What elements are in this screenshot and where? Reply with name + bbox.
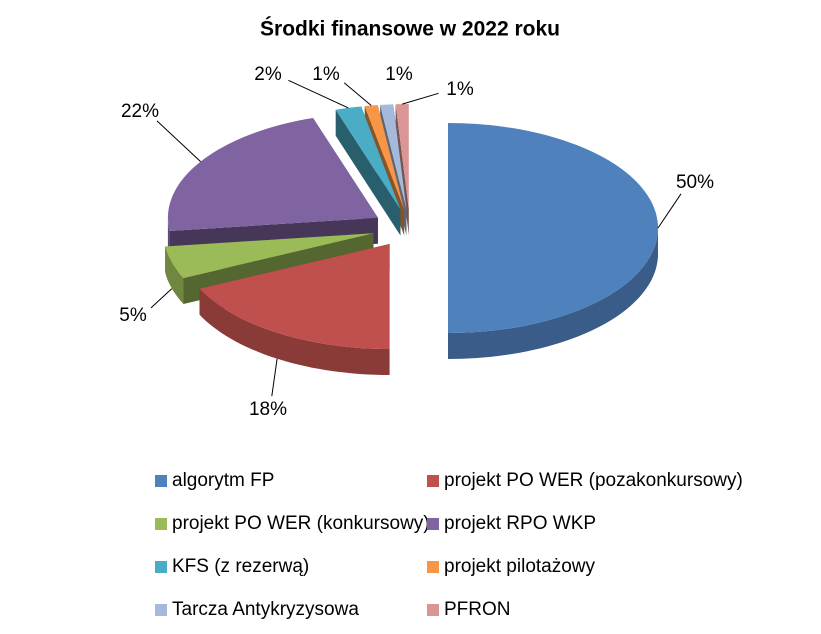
slice-side [199,288,390,375]
leader-line [343,82,372,106]
pie-slice [199,244,390,375]
legend-label: Tarcza Antykryzysowa [172,599,359,620]
leader-line [657,193,682,229]
slice-top [335,106,401,210]
data-label: 1% [312,64,340,85]
slice-top [395,104,409,209]
leader-line [150,288,173,309]
data-label: 18% [249,399,287,420]
data-label: 1% [446,79,474,100]
legend-swatch [155,518,167,530]
chart-title: Środki finansowe w 2022 roku [260,17,560,41]
legend-swatch [427,475,439,487]
slice-top [165,233,374,278]
data-label: 50% [676,172,714,193]
data-label: 2% [254,64,282,85]
pie-slice [448,123,658,359]
data-label: 1% [385,64,413,85]
data-label: 5% [119,305,147,326]
legend-label: projekt RPO WKP [444,513,596,534]
slice-side [165,246,184,304]
slice-top [167,118,378,231]
legend-label: projekt PO WER (konkursowy) [172,513,430,534]
slice-top [199,244,390,349]
legend-swatch [427,604,439,616]
legend-swatch [155,604,167,616]
legend-label: projekt PO WER (pozakonkursowy) [444,470,743,491]
legend-label: KFS (z rezerwą) [172,556,309,577]
slice-top [448,123,658,333]
slice-side [448,228,658,359]
leader-line [402,92,439,105]
leader-line [288,79,349,109]
legend-swatch [155,475,167,487]
legend-label: projekt pilotażowy [444,556,596,577]
pie-slice [165,233,374,304]
slice-wall [335,109,401,236]
slice-top [380,104,407,210]
legend-swatch [155,561,167,573]
leader-line [156,120,201,162]
legend-label: algorytm FP [172,470,274,491]
leader-line [271,358,278,397]
pie-slice [167,118,378,257]
legend-swatch [427,518,439,530]
pie-slice [335,106,401,236]
data-label: 22% [121,101,159,122]
legend-swatch [427,561,439,573]
slice-top [364,105,405,210]
legend-label: PFRON [444,599,511,620]
